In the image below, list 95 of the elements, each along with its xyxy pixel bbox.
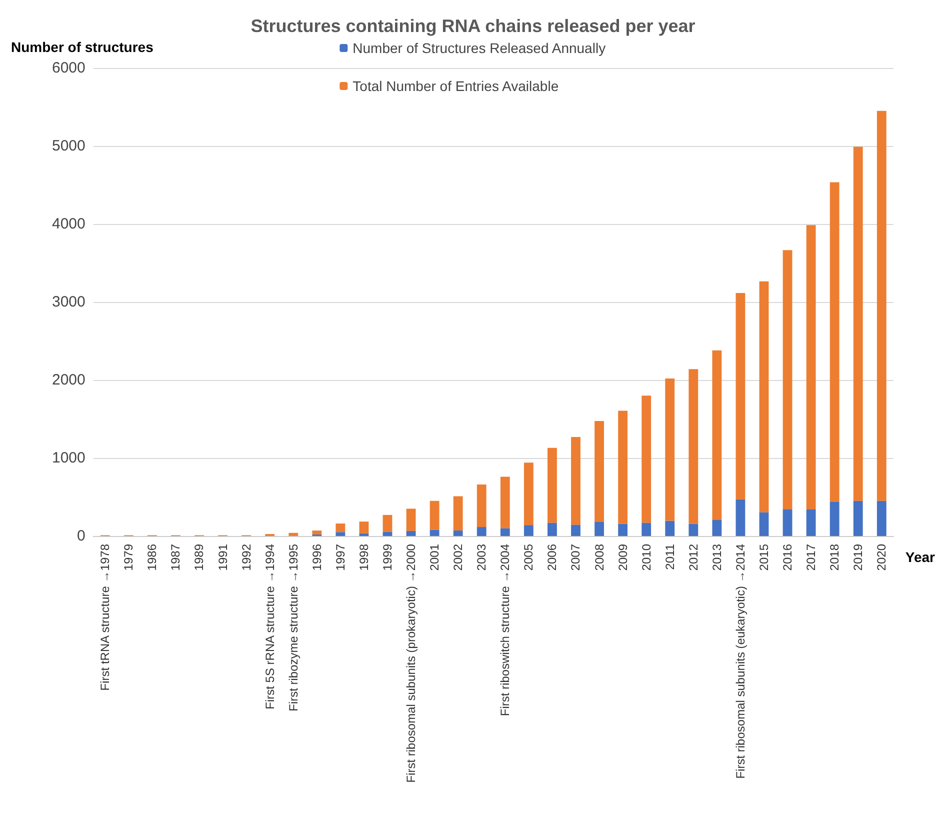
bar [712,350,722,520]
x-tick-label: 2010 [639,544,654,571]
bar [806,225,816,510]
x-tick-label: 1998 [356,544,371,571]
legend-label: Total Number of Entries Available [352,78,559,94]
bar [524,525,534,536]
x-tick-label: 2006 [545,544,560,571]
bar [382,514,392,532]
bar [759,512,769,536]
x-tick-label: 1997 [333,544,348,571]
bar [688,524,698,536]
bar [548,522,557,536]
bar [382,532,392,536]
bar [665,378,675,521]
x-tick-label: 1987 [168,544,183,571]
x-tick-label: 2005 [522,544,536,571]
x-tick-label: 1979 [122,544,136,571]
bar [430,530,440,536]
x-tick-label: 2002 [451,544,466,571]
bar [571,436,580,525]
x-tick-label: 2007 [568,544,583,571]
bar [312,530,322,534]
bar [618,410,628,524]
x-tick-label: First ribosomal subunits (prokaryotic) →2000 [404,544,418,783]
x-tick-label: 1991 [216,544,230,571]
bar [430,500,440,530]
x-tick-label: 2003 [474,544,489,571]
bar [830,182,840,502]
y-axis-title: Number of structures [11,39,154,55]
y-tick-label: 6000 [52,60,86,76]
y-tick-label: 0 [77,528,86,544]
x-tick-label: 2011 [662,544,677,570]
x-tick-label: 2012 [686,544,700,571]
x-tick-label: 2016 [780,544,795,571]
bar [806,509,816,536]
bar [853,500,863,536]
bar [759,281,769,512]
x-tick-label: 2013 [710,544,724,571]
bar [665,520,675,536]
y-tick-label: 5000 [52,138,86,154]
y-tick-label: 4000 [52,216,86,232]
x-tick-label: 1986 [145,544,160,571]
bar [782,250,792,510]
x-tick-label: 2009 [616,544,630,571]
x-tick-label: 2001 [428,544,442,571]
x-tick-label: 2017 [804,544,818,571]
x-tick-label: 1996 [310,544,324,571]
x-tick-label: 2018 [828,544,842,571]
bar [288,532,298,536]
bar [688,369,698,524]
x-tick-label: First ribozyme structure →1995 [286,544,300,712]
x-axis-title: Year [905,549,936,565]
bar [453,530,463,536]
y-tick-label: 1000 [52,450,86,466]
x-tick-label: First 5S rRNA structure →1994 [262,544,277,710]
x-tick-label: 2019 [851,544,866,571]
x-tick-label: First riboswitch structure →2004 [498,544,512,716]
bar [500,528,510,536]
x-tick-label: First ribosomal subunits (eukaryotic) →2014 [733,544,748,779]
bar [336,524,346,532]
bar [571,524,580,536]
bar [876,500,886,536]
bar [500,476,510,528]
x-tick-label: 1999 [380,544,394,571]
bar [853,146,863,501]
y-tick-label: 2000 [52,372,86,388]
bar [548,448,557,523]
bar [736,499,746,536]
bar [618,524,628,536]
bar [712,520,722,536]
y-tick-label: 3000 [52,294,86,310]
bar [830,502,840,536]
bar [736,293,746,500]
bar [642,522,652,536]
bar [782,509,792,536]
x-tick-label: 2008 [592,544,606,571]
x-tick-label: 2015 [756,544,771,571]
x-tick-label: 1992 [239,544,254,571]
bar [476,527,486,536]
bar [594,420,604,522]
bar [876,110,886,501]
legend-label: Number of Structures Released Annually [352,40,606,56]
bar [453,496,463,531]
bar [594,522,604,536]
chart-title: Structures containing RNA chains released per year [250,16,696,36]
x-tick-label: 1989 [192,544,206,571]
bar [476,484,486,528]
bar [359,522,369,534]
x-tick-label: First tRNA structure →1978 [98,544,112,691]
bar [336,532,346,536]
bar [406,530,416,536]
x-tick-label: 2020 [874,544,889,571]
bar [642,396,652,523]
bar [524,462,534,526]
bar [406,508,416,531]
